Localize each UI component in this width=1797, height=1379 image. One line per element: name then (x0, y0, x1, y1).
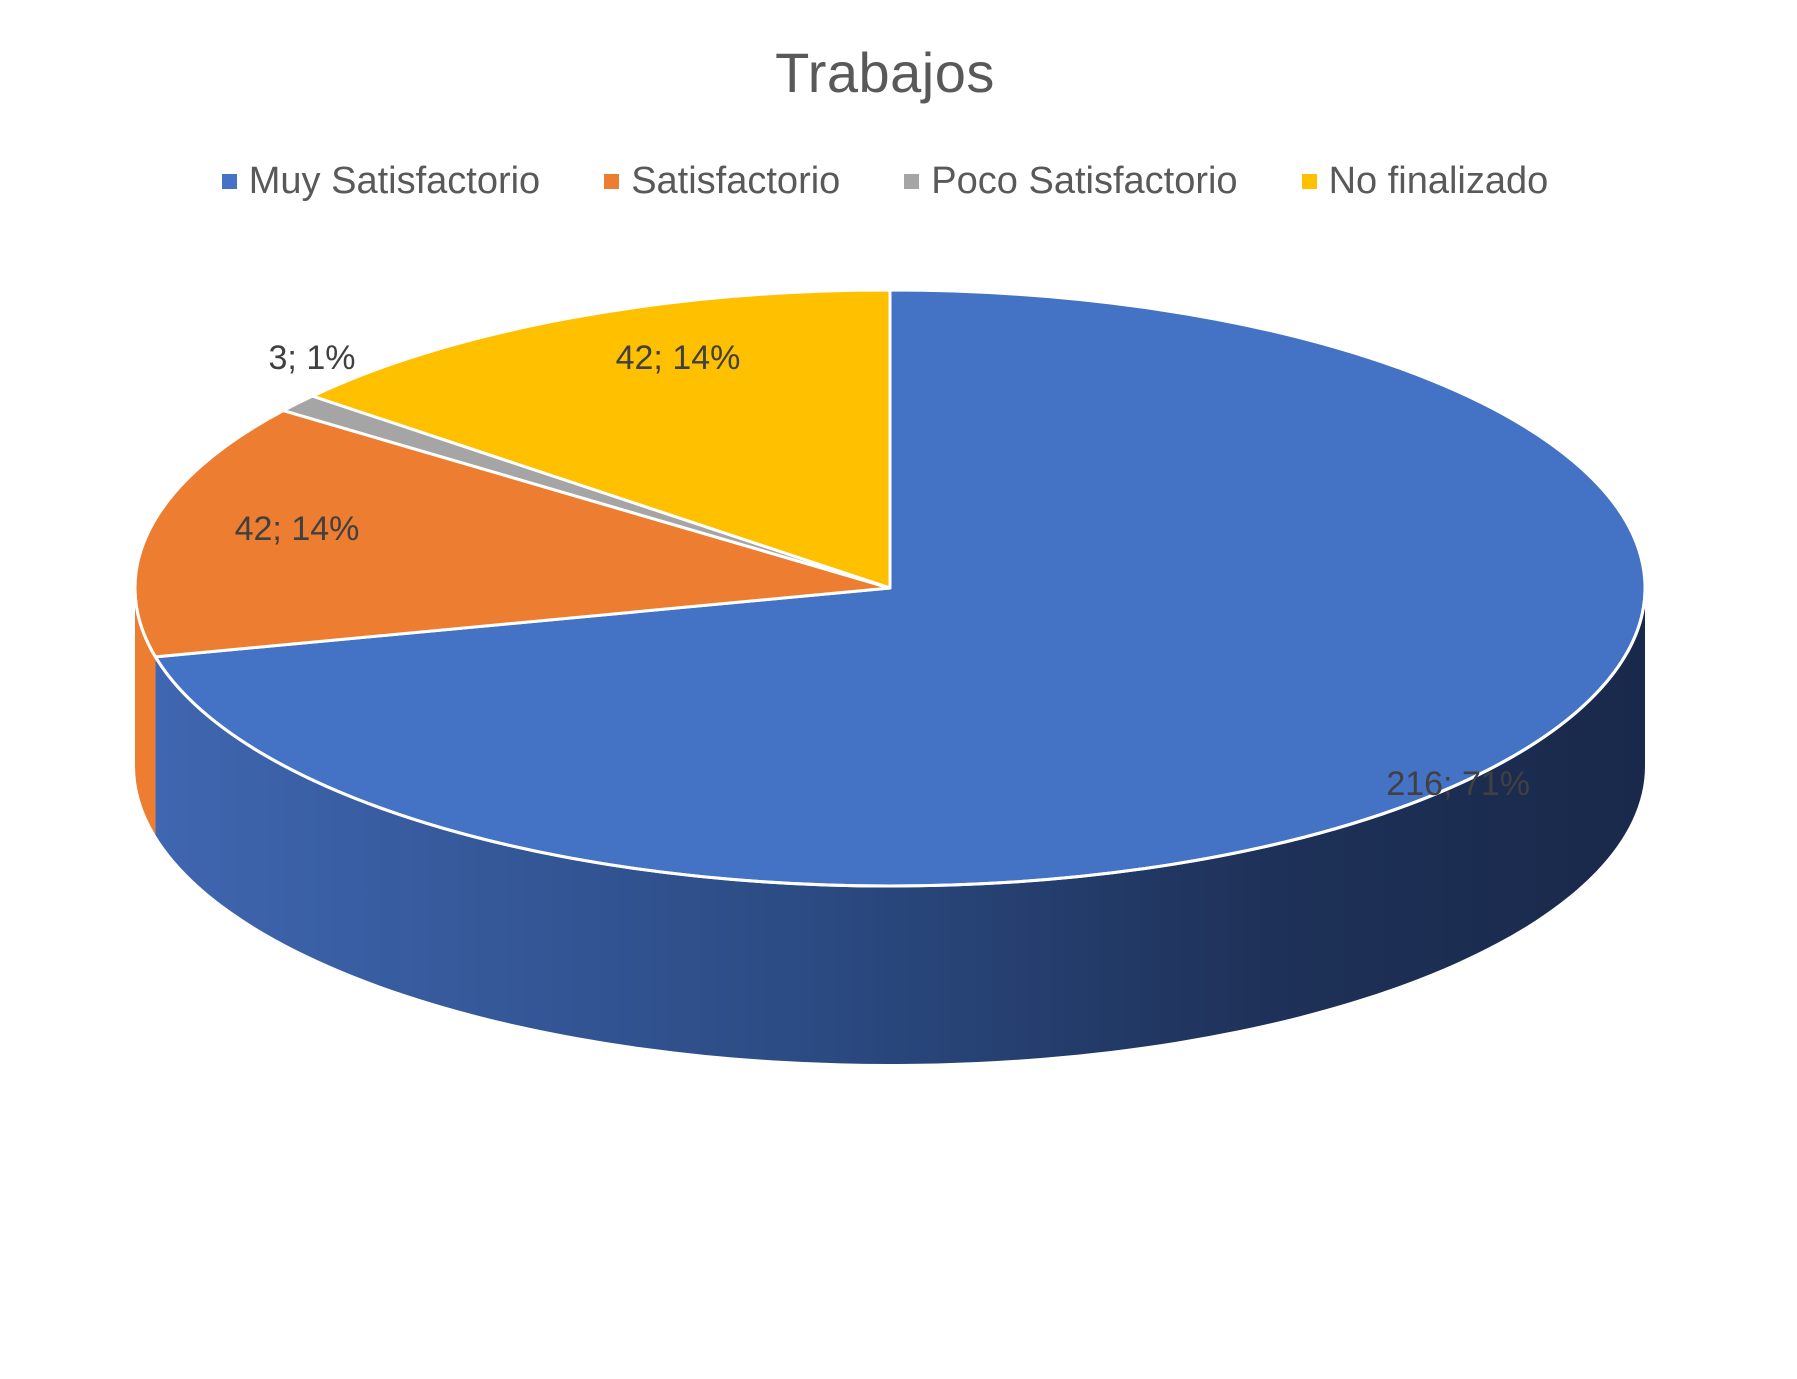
pie-slice-no-finalizado (310, 288, 892, 590)
legend-swatch-no-finalizado (1301, 174, 1317, 189)
legend-label-satisfactorio: Satisfactorio (631, 160, 841, 202)
pie-side-muy-satisfactorio (155, 588, 1645, 1065)
pie-rim (133, 587, 1647, 888)
legend-label-poco-satisfactorio: Poco Satisfactorio (931, 160, 1238, 202)
legend-swatch-muy-satisfactorio (221, 174, 237, 189)
chart-title: Trabajos (775, 41, 995, 104)
pie-top-face (133, 288, 1647, 888)
data-label-muy-satisfactorio: 216; 71% (1386, 765, 1530, 803)
data-label-no-finalizado: 42; 14% (616, 339, 741, 377)
legend-swatch-satisfactorio (604, 174, 620, 189)
legend: Muy Satisfactorio Satisfactorio Poco Sat… (0, 160, 1770, 203)
legend-label-muy-satisfactorio: Muy Satisfactorio (248, 160, 541, 202)
legend-item-no-finalizado: No finalizado (1301, 160, 1549, 203)
legend-item-satisfactorio: Satisfactorio (604, 160, 840, 203)
data-label-satisfactorio: 42; 14% (235, 510, 360, 548)
legend-swatch-poco-satisfactorio (904, 174, 920, 189)
legend-label-no-finalizado: No finalizado (1328, 160, 1549, 202)
legend-item-muy-satisfactorio: Muy Satisfactorio (221, 160, 541, 203)
legend-item-poco-satisfactorio: Poco Satisfactorio (904, 160, 1238, 203)
pie-data-labels: 216; 71% 42; 14% 3; 1% 42; 14% (235, 339, 1530, 803)
data-label-poco-satisfactorio: 3; 1% (269, 339, 356, 377)
